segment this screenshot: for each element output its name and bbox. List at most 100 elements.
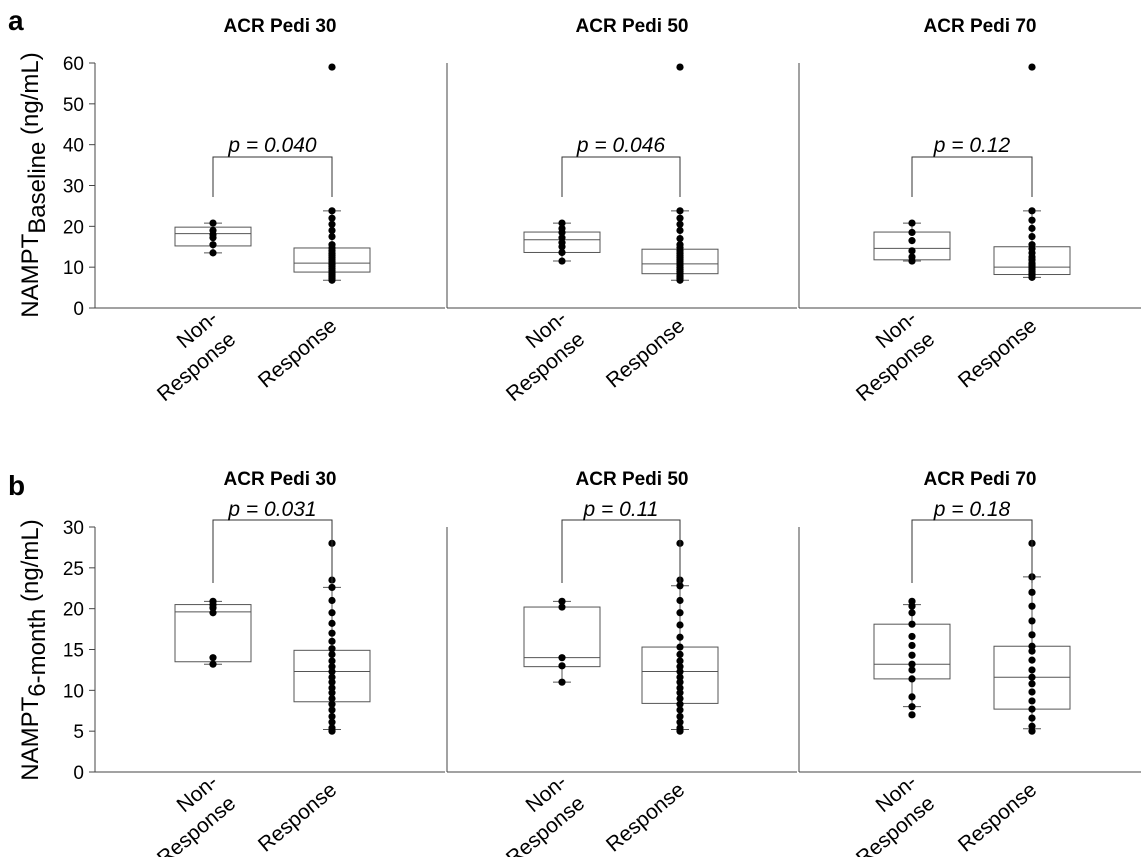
data-point [908,632,916,641]
y-axis-label-unit: (ng/mL) [17,52,44,141]
data-point [328,645,336,653]
data-point [328,609,336,617]
x-category-label: Non-Response [484,770,589,857]
data-point [908,228,916,237]
data-point [676,700,684,708]
x-category-label: Response [954,778,1041,856]
data-point [908,711,916,719]
p-value-label: p = 0.040 [227,134,316,157]
data-point [558,597,566,605]
x-category-label: Response [954,314,1041,392]
x-category-label: Response [254,778,341,856]
data-point [1028,697,1036,705]
data-point [676,684,684,692]
data-point [209,654,217,662]
y-tick-label: 30 [63,518,84,539]
y-tick-label: 20 [63,600,84,621]
y-tick-label: 30 [63,177,84,198]
data-point [328,220,336,228]
subplot-title: ACR Pedi 50 [576,469,689,490]
data-point [558,257,566,265]
subplot-title: ACR Pedi 30 [224,469,337,490]
x-category-label: Non-Response [834,306,939,406]
data-point [676,621,684,629]
y-tick-label: 20 [63,217,84,238]
x-category-label-line: Response [954,778,1041,856]
significance-bracket [911,156,1033,197]
data-point [328,706,336,714]
x-category-label-line: Response [254,778,341,856]
significance-bracket [212,156,333,197]
data-point [676,673,684,681]
data-point [1028,224,1036,232]
data-point [558,248,566,257]
data-point [328,718,336,726]
data-point [676,234,684,243]
data-point [209,597,217,605]
data-point [676,706,684,714]
y-tick-label: 0 [73,763,84,784]
data-point [1028,232,1036,241]
data-point [328,663,336,671]
data-point [908,703,916,711]
x-category-label: Non-Response [135,770,240,857]
data-point [558,234,566,242]
data-point [1028,680,1036,688]
data-point [328,241,336,249]
data-point [1028,207,1036,215]
data-point [209,219,217,227]
data-point [1028,216,1036,224]
y-tick-label: 10 [63,681,84,702]
p-value-label: p = 0.12 [933,134,1011,157]
x-category-label: Response [602,778,689,856]
significance-bracket [561,519,681,583]
data-point [328,629,336,637]
p-value-label: p = 0.046 [576,134,665,157]
y-axis-label: NAMPTBaseline (ng/mL) [17,52,51,317]
significance-bracket [561,156,681,197]
y-axis-label-subscript: 6-month [24,609,51,697]
data-point [1028,63,1036,71]
x-category-label-line: Response [254,314,341,392]
y-tick-label: 10 [63,258,84,279]
y-axis-label-unit: (ng/mL) [17,519,44,608]
y-tick-label: 0 [73,299,84,320]
data-point [328,684,336,692]
x-category-label: Response [254,314,341,392]
data-point [676,712,684,721]
data-point [676,220,684,228]
data-point [209,660,217,668]
data-point [1028,617,1036,625]
data-point [676,207,684,215]
data-point [558,219,566,227]
subplot-title: ACR Pedi 70 [924,469,1037,490]
data-point [1028,656,1036,664]
x-category-label: Non-Response [135,306,240,406]
data-point [328,673,336,681]
data-point [908,651,916,659]
data-point [328,619,336,627]
data-point [1028,666,1036,674]
data-point [908,237,916,245]
x-category-label-line: Response [602,778,689,856]
data-point [328,700,336,708]
y-tick-label: 60 [63,54,84,75]
data-point [558,603,566,611]
data-point [676,724,684,732]
subplot-title: ACR Pedi 30 [224,16,337,37]
data-point [676,226,684,235]
data-point [908,641,916,650]
significance-bracket [911,519,1033,583]
data-point [558,678,566,686]
data-point [908,693,916,701]
data-point [328,657,336,665]
data-point [1028,705,1036,713]
data-point [328,226,336,235]
data-point [676,241,684,249]
data-point [676,63,684,71]
data-point [328,694,336,703]
data-point [676,643,684,651]
data-point [908,597,916,605]
data-point [908,253,916,261]
